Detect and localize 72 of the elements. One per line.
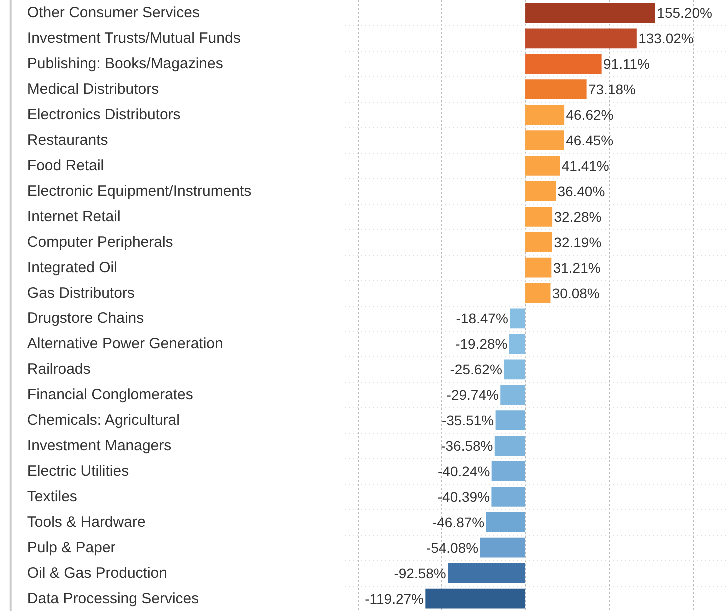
bar [526,3,656,24]
y-tick-label: Integrated Oil [27,259,118,276]
data-label: -54.08% [426,540,479,556]
data-label: 31.21% [553,260,601,276]
data-label: -29.74% [446,387,499,404]
y-tick-label: Gas Distributors [27,284,135,302]
bar [486,512,526,532]
bar [448,563,526,584]
bar [494,436,526,456]
y-tick-label: Data Processing Services [27,590,200,608]
y-tick-label: Tools & Hardware [27,514,146,531]
bar [526,232,552,252]
y-tick-label: Electric Utilities [27,462,130,480]
y-tick-label: Railroads [27,361,91,378]
bar [526,156,560,176]
data-label: -18.47% [456,310,508,327]
y-tick-label: Drugstore Chains [27,310,144,328]
bar [526,283,551,304]
bar [509,334,526,354]
bar [500,385,526,406]
y-tick-label: Electronics Distributors [27,106,181,124]
bar [492,462,526,482]
data-label: -92.58% [394,565,446,582]
y-tick-label: Alternative Power Generation [27,336,224,353]
bar [526,206,553,227]
y-tick-label: Financial Conglomerates [27,386,194,404]
y-tick-label: Restaurants [27,132,108,150]
y-tick-label: Oil & Gas Production [27,564,168,582]
bar [526,182,556,202]
y-tick-label: Internet Retail [27,208,121,226]
data-label: -46.87% [432,514,485,530]
y-tick-label: Publishing: Books/Magazines [27,56,224,73]
data-label: 41.41% [562,158,610,174]
bar [526,28,637,49]
data-label: -40.39% [438,488,490,505]
bar [496,410,526,430]
y-tick-label: Chemicals: Agricultural [27,412,180,430]
data-label: -35.51% [442,412,494,429]
data-label: 46.45% [566,132,614,149]
y-tick-label: Pulp & Paper [27,539,116,556]
bar [480,538,526,558]
data-label: 155.20% [657,5,712,22]
data-label: -19.28% [456,336,508,352]
data-label: 133.02% [638,30,694,47]
y-tick-label: Investment Trusts/Mutual Funds [27,30,241,48]
y-tick-label: Medical Distributors [27,81,160,98]
bar [526,54,602,74]
bar [426,588,526,609]
bar [504,360,526,380]
bar [526,130,564,150]
y-tick-label: Food Retail [27,157,104,174]
bar [492,487,526,507]
data-label: 46.62% [566,107,614,124]
data-label: 32.28% [554,208,602,225]
y-tick-label: Investment Managers [27,438,172,455]
data-label: 36.40% [558,183,606,200]
bar [526,258,552,278]
bar [526,105,565,125]
data-label: -36.58% [441,438,494,454]
bar [526,80,587,100]
data-label: 91.11% [604,56,650,72]
data-label: -25.62% [450,362,502,378]
y-tick-label: Electronic Equipment/Instruments [27,182,252,200]
bar [510,308,526,329]
y-tick-label: Other Consumer Services [27,4,200,22]
data-label: -40.24% [438,463,490,480]
y-tick-label: Computer Peripherals [27,234,174,251]
data-label: 30.08% [552,285,600,302]
y-tick-label: Textiles [27,488,78,506]
data-label: 32.19% [554,234,602,250]
data-label: -119.27% [365,590,424,607]
data-label: 73.18% [588,82,636,98]
